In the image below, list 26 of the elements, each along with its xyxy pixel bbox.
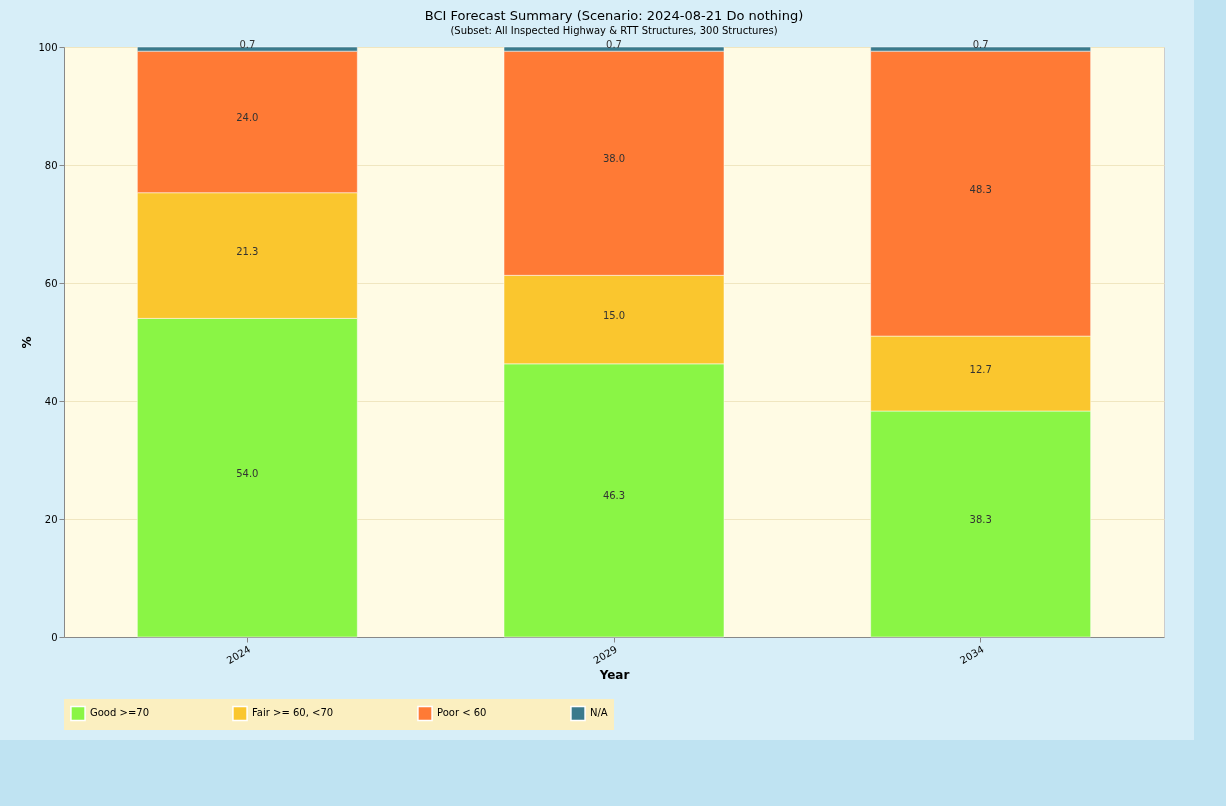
data-label: 0.7 xyxy=(972,39,989,51)
data-label: 15.0 xyxy=(602,309,626,321)
data-label: 38.3 xyxy=(969,514,992,526)
data-label: 12.7 xyxy=(969,363,992,375)
y-tick-label: 80 xyxy=(44,159,58,171)
legend-label: Poor < 60 xyxy=(437,707,487,719)
data-label: 21.3 xyxy=(236,245,259,257)
data-label: 24.0 xyxy=(236,111,259,123)
legend-label: Good >=70 xyxy=(90,707,149,719)
data-label: 38.0 xyxy=(602,153,626,165)
data-label: 0.7 xyxy=(606,39,622,51)
y-tick-label: 100 xyxy=(38,41,58,53)
y-axis-title: % xyxy=(20,336,35,349)
data-label: 46.3 xyxy=(602,490,626,502)
y-tick-label: 20 xyxy=(44,513,58,525)
y-tick-label: 60 xyxy=(44,277,58,289)
data-label: 0.7 xyxy=(239,39,256,51)
y-tick-label: 40 xyxy=(44,395,58,407)
chart-title: BCI Forecast Summary (Scenario: 2024-08-21 Do nothing) xyxy=(424,8,804,24)
legend-label: Fair >= 60, <70 xyxy=(252,707,334,719)
x-axis-title: Year xyxy=(598,667,630,682)
data-label: 48.3 xyxy=(969,183,992,195)
legend-label: N/A xyxy=(590,707,608,719)
data-label: 54.0 xyxy=(236,467,259,479)
chart-subtitle: (Subset: All Inspected Highway & RTT Structures, 300 Structures) xyxy=(450,25,778,37)
y-tick-label: 0 xyxy=(51,631,58,643)
